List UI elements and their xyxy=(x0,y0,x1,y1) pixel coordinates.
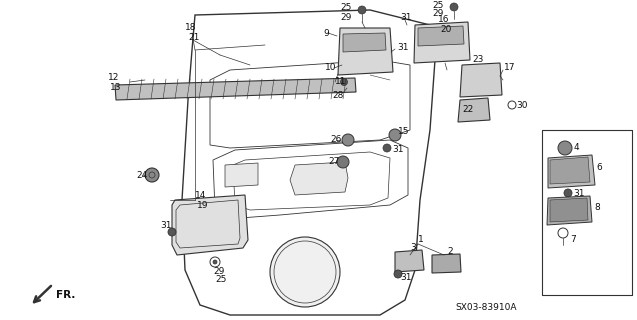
Circle shape xyxy=(270,237,340,307)
Text: 11: 11 xyxy=(335,77,347,86)
Text: 31: 31 xyxy=(397,43,408,52)
Text: SX03-83910A: SX03-83910A xyxy=(455,303,517,313)
Circle shape xyxy=(450,3,458,11)
Text: 10: 10 xyxy=(325,63,336,73)
Text: 4: 4 xyxy=(574,143,580,153)
Circle shape xyxy=(145,168,159,182)
Text: 23: 23 xyxy=(472,55,483,65)
Text: 31: 31 xyxy=(160,220,171,229)
Text: 16: 16 xyxy=(438,15,450,25)
Polygon shape xyxy=(395,250,424,272)
Circle shape xyxy=(213,260,217,264)
Circle shape xyxy=(564,189,572,197)
Polygon shape xyxy=(458,98,490,122)
Polygon shape xyxy=(460,63,502,97)
Text: 25: 25 xyxy=(432,1,443,10)
Text: 30: 30 xyxy=(516,100,527,109)
Text: 9: 9 xyxy=(323,28,329,37)
Text: 29: 29 xyxy=(432,10,443,19)
Text: 29: 29 xyxy=(213,268,224,276)
Circle shape xyxy=(341,78,348,85)
Polygon shape xyxy=(115,78,356,100)
Text: 2: 2 xyxy=(447,247,453,257)
Text: 3: 3 xyxy=(410,244,416,252)
Polygon shape xyxy=(290,162,348,195)
Text: 29: 29 xyxy=(340,12,352,21)
Text: 6: 6 xyxy=(596,164,602,172)
Text: 24: 24 xyxy=(136,171,147,180)
Text: 12: 12 xyxy=(108,73,119,82)
Circle shape xyxy=(168,228,176,236)
Circle shape xyxy=(558,141,572,155)
Polygon shape xyxy=(414,22,470,63)
Text: 14: 14 xyxy=(195,191,206,201)
Polygon shape xyxy=(418,26,464,46)
Text: 25: 25 xyxy=(340,4,352,12)
Polygon shape xyxy=(547,196,592,225)
Text: 31: 31 xyxy=(400,274,412,283)
Text: 17: 17 xyxy=(504,63,515,73)
Polygon shape xyxy=(225,163,258,187)
Polygon shape xyxy=(432,254,461,273)
Polygon shape xyxy=(172,195,248,255)
Text: 28: 28 xyxy=(332,92,343,100)
Text: 31: 31 xyxy=(573,188,585,197)
Circle shape xyxy=(383,144,391,152)
Text: 13: 13 xyxy=(110,83,122,92)
Polygon shape xyxy=(338,28,393,75)
Polygon shape xyxy=(550,198,588,222)
Text: 31: 31 xyxy=(392,146,403,155)
Polygon shape xyxy=(550,157,590,184)
Circle shape xyxy=(358,6,366,14)
Text: 22: 22 xyxy=(462,106,473,115)
Text: FR.: FR. xyxy=(56,290,75,300)
Circle shape xyxy=(342,134,354,146)
Text: 26: 26 xyxy=(330,135,341,145)
Circle shape xyxy=(394,270,402,278)
Text: 15: 15 xyxy=(398,127,410,137)
Text: 18: 18 xyxy=(185,23,196,33)
Text: 20: 20 xyxy=(440,26,452,35)
Text: 1: 1 xyxy=(418,236,424,244)
Polygon shape xyxy=(548,155,595,188)
Polygon shape xyxy=(343,33,386,52)
Text: 19: 19 xyxy=(197,201,208,210)
Text: 25: 25 xyxy=(215,276,226,284)
Circle shape xyxy=(389,129,401,141)
Text: 27: 27 xyxy=(328,157,340,166)
Text: 31: 31 xyxy=(400,12,412,21)
Text: 8: 8 xyxy=(594,204,600,212)
Circle shape xyxy=(337,156,349,168)
Text: 21: 21 xyxy=(188,34,199,43)
Text: 7: 7 xyxy=(570,236,576,244)
